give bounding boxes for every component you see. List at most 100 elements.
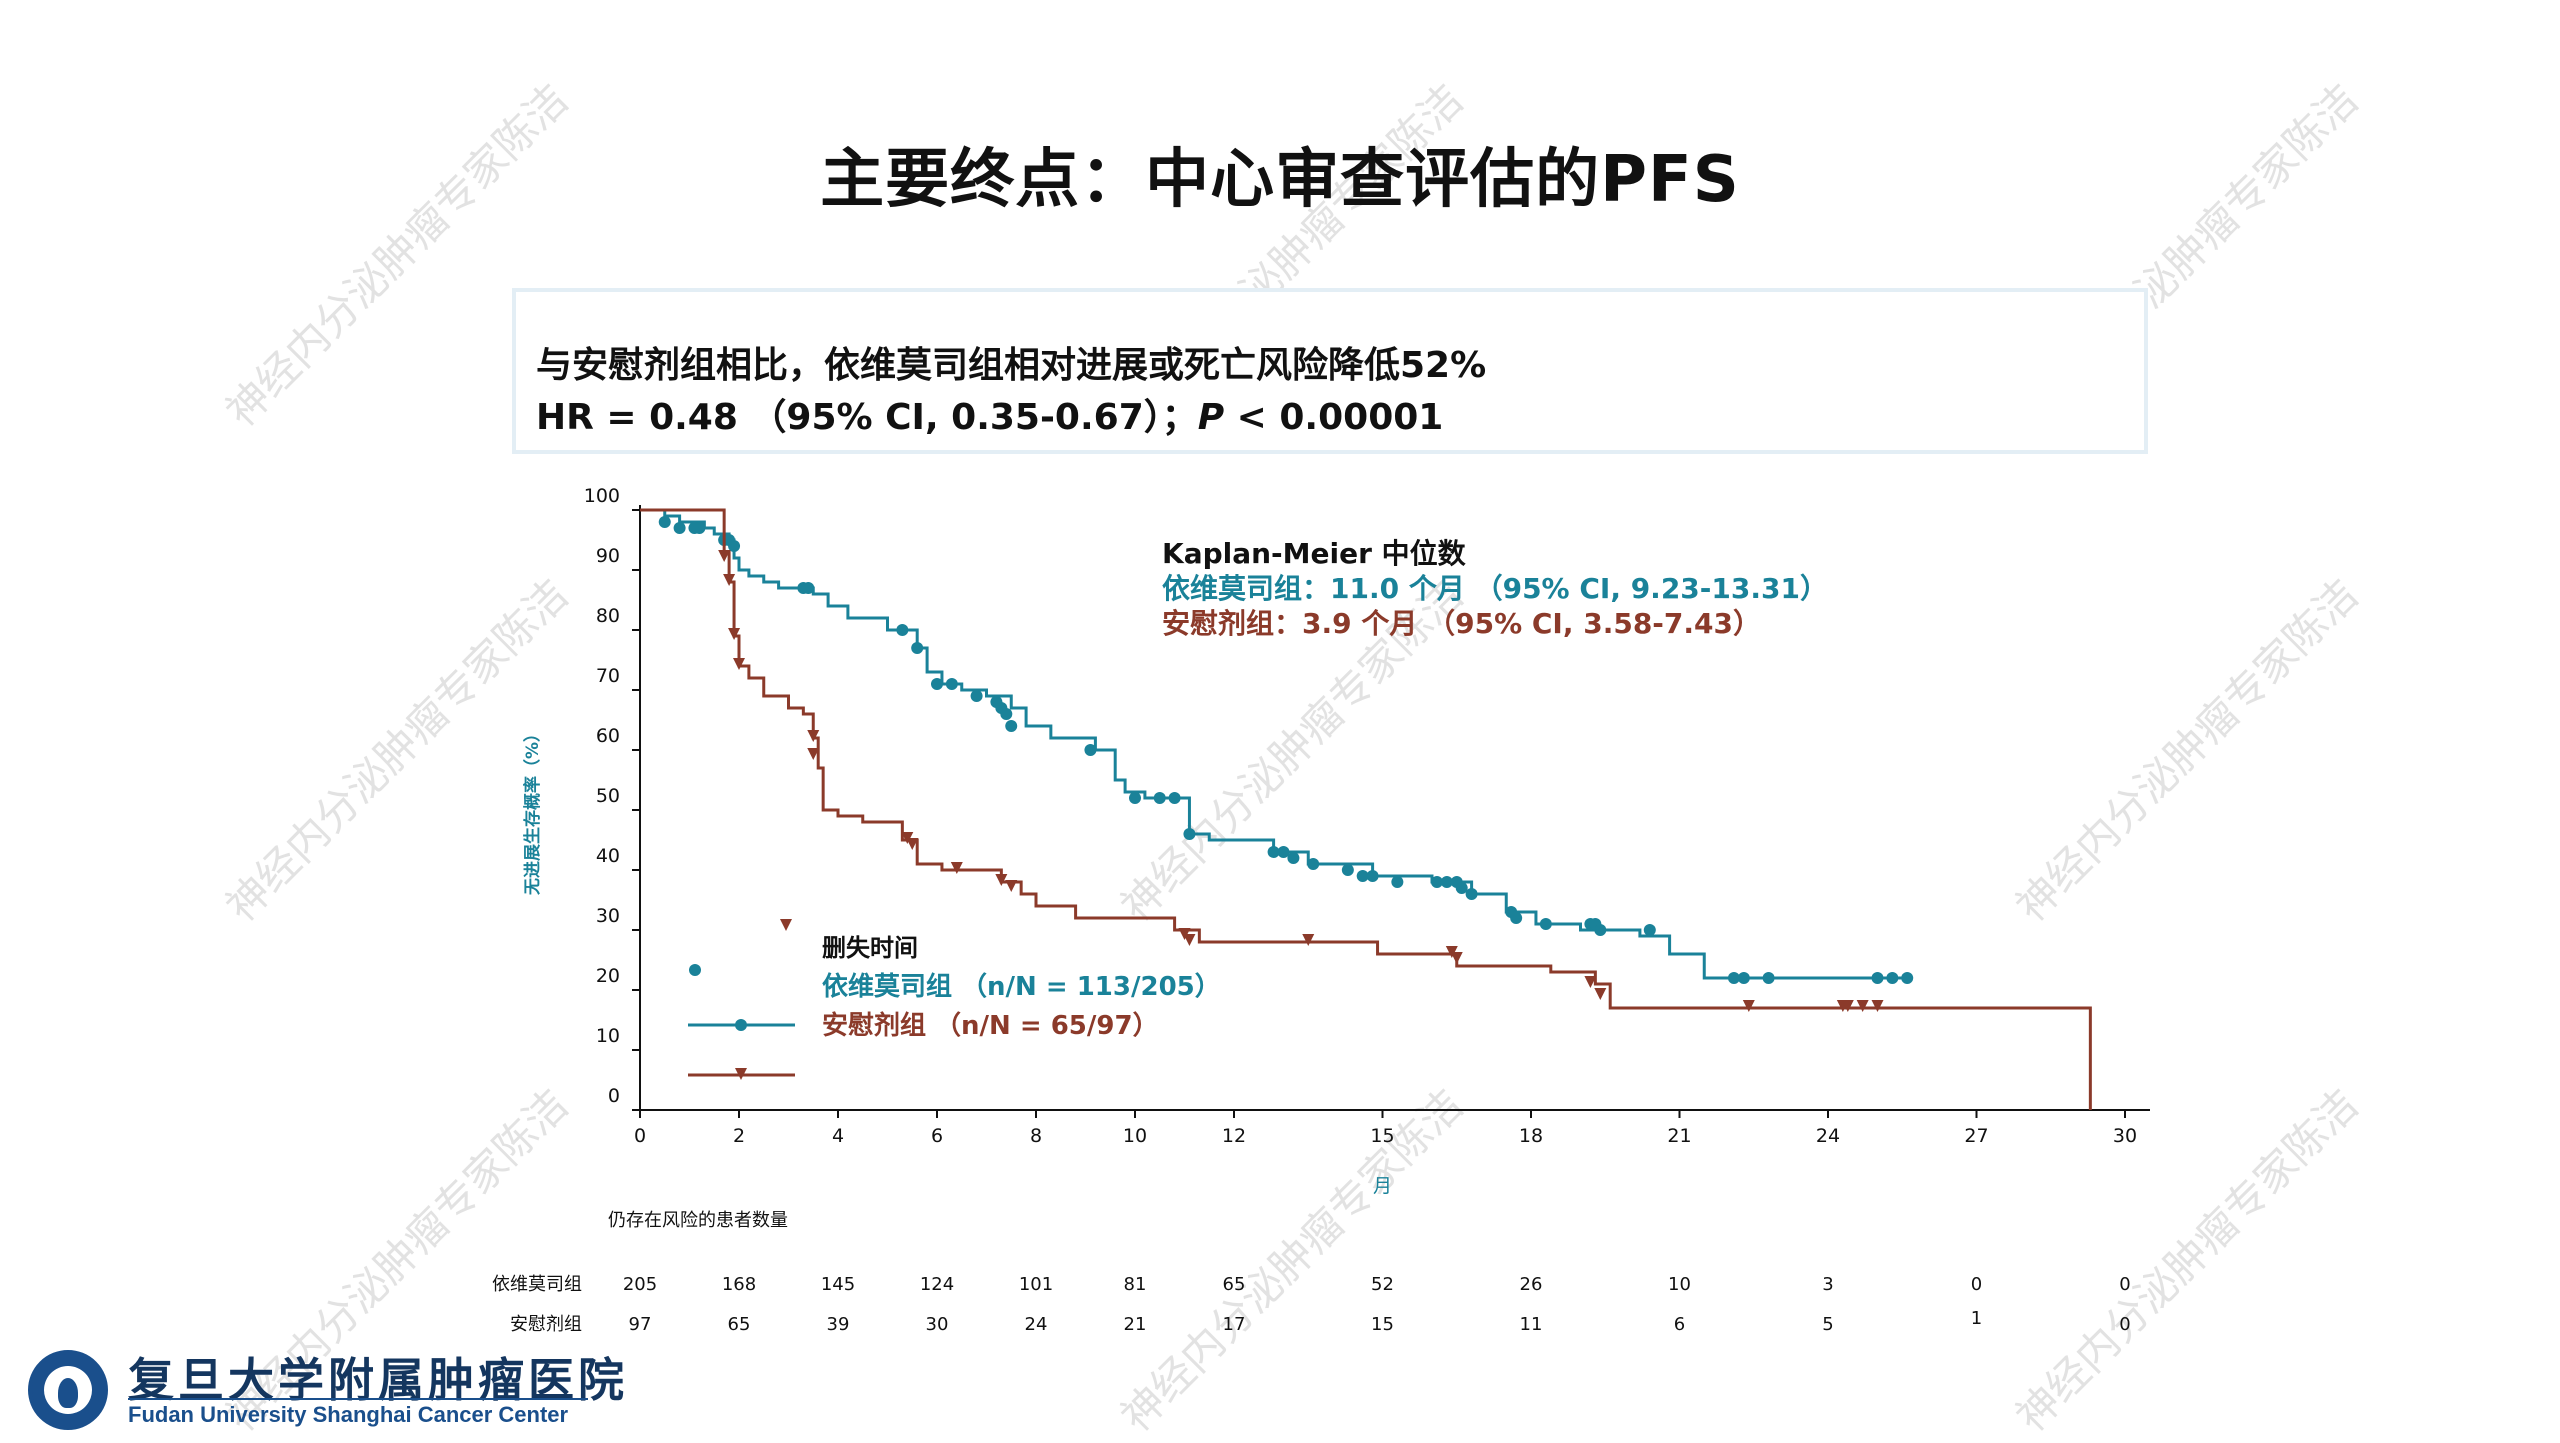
risk-cell: 6 — [1674, 1314, 1685, 1335]
censor-marker — [1871, 972, 1884, 984]
censor-marker — [1584, 976, 1597, 988]
series-line-1 — [640, 508, 2092, 1110]
censor-marker — [802, 582, 815, 594]
legend-censor-circle — [689, 964, 701, 976]
risk-cell: 3 — [1822, 1274, 1833, 1295]
censor-marker — [1455, 882, 1468, 894]
censor-marker — [945, 678, 958, 690]
risk-cell: 145 — [821, 1274, 855, 1295]
risk-cell: 52 — [1371, 1274, 1394, 1295]
legend-censor-triangle — [780, 919, 792, 931]
risk-cell: 65 — [728, 1314, 751, 1335]
risk-cell: 39 — [827, 1314, 850, 1335]
legend-marker-everolimus — [735, 1019, 747, 1031]
censor-marker — [1465, 888, 1478, 900]
risk-cell: 0 — [1971, 1274, 1982, 1295]
y-tick-label: 0 — [608, 1085, 620, 1107]
hospital-name-en: Fudan University Shanghai Cancer Center — [128, 1402, 569, 1427]
hazard-ratio-box: 与安慰剂组相比，依维莫司组相对进展或死亡风险降低52% HR = 0.48 （9… — [512, 288, 2148, 454]
y-tick-label: 70 — [596, 665, 620, 687]
risk-cell: 65 — [1223, 1274, 1246, 1295]
hospital-emblem-icon — [28, 1350, 108, 1430]
page-title: 主要终点：中心审查评估的PFS — [820, 143, 1740, 217]
censor-marker — [1742, 1000, 1755, 1012]
legend-marker-placebo — [735, 1068, 747, 1080]
x-axis-label: 月 — [1373, 1175, 1392, 1197]
censor-marker — [1307, 858, 1320, 870]
risk-cell: 0 — [2119, 1274, 2130, 1295]
risk-cell: 26 — [1520, 1274, 1543, 1295]
legend-label-everolimus: 依维莫司组 （n/N = 113/205） — [822, 971, 1221, 1002]
censor-marker — [1841, 1000, 1854, 1012]
x-tick-label: 6 — [931, 1125, 943, 1147]
censor-marker — [1000, 708, 1013, 720]
median-placebo: 安慰剂组：3.9 个月 （95% CI, 3.58-7.43） — [1162, 607, 1761, 640]
legend-label-placebo: 安慰剂组 （n/N = 65/97） — [822, 1010, 1159, 1041]
risk-cell: 124 — [920, 1274, 954, 1295]
risk-cell: 0 — [2119, 1314, 2130, 1335]
hr-value-text: HR = 0.48 （95% CI, 0.35-0.67）； — [536, 397, 1198, 438]
censor-marker — [1450, 952, 1463, 964]
censor-marker — [1302, 934, 1315, 946]
censor-marker — [1594, 924, 1607, 936]
risk-cell: 81 — [1124, 1274, 1147, 1295]
y-tick-label: 40 — [596, 845, 620, 867]
risk-cell: 30 — [926, 1314, 949, 1335]
median-everolimus: 依维莫司组：11.0 个月 （95% CI, 9.23-13.31） — [1162, 572, 1828, 605]
risk-cell: 168 — [722, 1274, 756, 1295]
censor-marker — [1287, 852, 1300, 864]
y-axis-label: 无进展生存概率（%） — [522, 725, 543, 896]
x-tick-label: 12 — [1222, 1125, 1246, 1147]
censor-marker — [931, 678, 943, 690]
censor-marker — [1168, 792, 1181, 804]
censor-marker — [896, 624, 909, 636]
censor-marker — [718, 550, 731, 562]
x-tick-label: 24 — [1816, 1125, 1840, 1147]
censor-marker — [658, 516, 671, 528]
censor-marker — [1737, 972, 1750, 984]
censor-marker — [1727, 972, 1740, 984]
censor-marker — [1277, 846, 1290, 858]
risk-cell: 17 — [1223, 1314, 1246, 1335]
censor-marker — [1871, 1000, 1884, 1012]
y-tick-label: 60 — [596, 725, 620, 747]
censor-marker — [1153, 792, 1166, 804]
censor-marker — [1762, 972, 1775, 984]
censor-marker — [1005, 880, 1018, 892]
censor-marker — [1539, 918, 1552, 930]
legend-title: 删失时间 — [822, 934, 918, 962]
risk-row-label: 依维莫司组 — [492, 1274, 582, 1295]
y-tick-label: 20 — [596, 965, 620, 987]
x-tick-label: 15 — [1370, 1125, 1394, 1147]
censor-marker — [995, 874, 1008, 886]
censor-marker — [950, 862, 963, 874]
censor-marker — [807, 730, 820, 742]
hospital-name-cn: 复旦大学附属肿瘤医院 — [128, 1353, 628, 1407]
censor-marker — [1183, 934, 1196, 946]
censor-marker — [911, 642, 924, 654]
censor-marker — [1391, 876, 1404, 888]
censor-marker — [1594, 988, 1607, 1000]
censor-marker — [723, 574, 736, 586]
risk-table-title: 仍存在风险的患者数量 — [608, 1210, 788, 1231]
risk-cell: 101 — [1019, 1274, 1053, 1295]
censor-marker — [1267, 846, 1280, 858]
censor-marker — [807, 748, 820, 760]
censor-marker — [1440, 876, 1453, 888]
x-tick-label: 8 — [1030, 1125, 1042, 1147]
x-tick-label: 21 — [1667, 1125, 1691, 1147]
risk-cell: 24 — [1025, 1314, 1048, 1335]
logo-divider — [128, 1398, 588, 1400]
censor-marker — [673, 522, 686, 534]
y-tick-label: 50 — [596, 785, 620, 807]
censor-marker — [1356, 870, 1369, 882]
censor-marker — [1430, 876, 1443, 888]
censor-marker — [733, 658, 745, 670]
censor-marker — [1366, 870, 1379, 882]
risk-row-label: 安慰剂组 — [510, 1314, 582, 1335]
chart-series — [640, 508, 2092, 1110]
y-tick-label: 80 — [596, 605, 620, 627]
